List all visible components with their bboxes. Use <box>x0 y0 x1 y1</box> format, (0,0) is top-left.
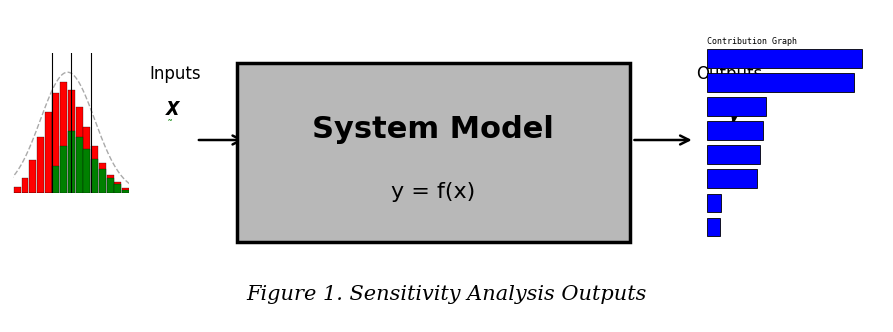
Bar <box>237 63 630 242</box>
Bar <box>68 131 75 193</box>
Bar <box>68 90 75 193</box>
Bar <box>707 217 720 236</box>
Bar <box>106 178 113 193</box>
Bar <box>707 169 756 188</box>
Bar <box>21 178 29 193</box>
Bar <box>707 49 862 68</box>
Bar <box>91 146 98 193</box>
Text: Inputs: Inputs <box>149 65 201 83</box>
Bar <box>83 126 90 193</box>
Text: Contribution Graph: Contribution Graph <box>707 37 797 46</box>
Bar <box>53 93 60 193</box>
Bar <box>122 188 129 193</box>
Text: Outputs: Outputs <box>697 65 763 83</box>
Text: Figure 1. Sensitivity Analysis Outputs: Figure 1. Sensitivity Analysis Outputs <box>246 285 647 303</box>
Bar <box>91 159 98 193</box>
Bar <box>106 175 113 193</box>
Text: x: x <box>166 96 180 120</box>
Bar <box>707 121 763 140</box>
Bar <box>707 194 722 212</box>
Bar <box>83 148 90 193</box>
Bar <box>707 97 766 116</box>
Bar <box>37 137 44 193</box>
Bar <box>114 182 121 193</box>
Bar <box>53 166 60 193</box>
Bar <box>114 184 121 193</box>
Bar <box>76 137 83 193</box>
Bar <box>99 169 106 193</box>
Text: y: y <box>728 102 742 126</box>
Bar <box>13 187 21 193</box>
Bar <box>122 190 129 193</box>
Bar <box>76 108 83 193</box>
Bar <box>60 82 67 193</box>
Bar <box>45 112 52 193</box>
Bar <box>707 145 760 164</box>
Bar <box>29 160 37 193</box>
Bar <box>707 73 854 92</box>
Bar <box>60 146 67 193</box>
Text: y = f(x): y = f(x) <box>391 182 475 202</box>
Bar <box>99 163 106 193</box>
Text: System Model: System Model <box>313 115 554 144</box>
